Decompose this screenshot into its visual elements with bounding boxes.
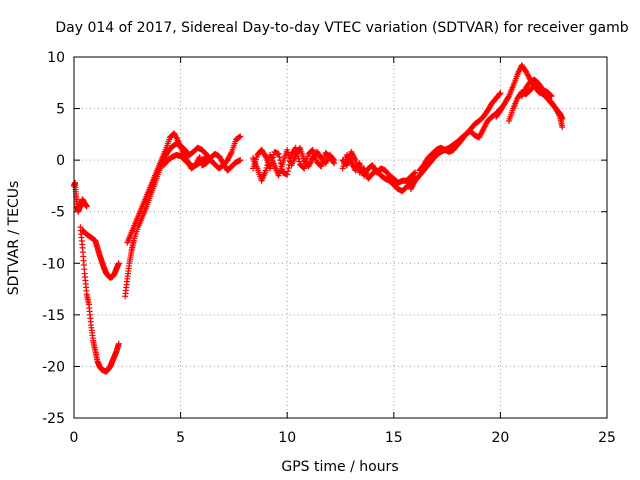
data-point (267, 165, 274, 172)
data-point (277, 157, 284, 164)
data-point (496, 90, 503, 97)
data-point (276, 154, 283, 161)
data-point (269, 157, 276, 164)
data-point (267, 162, 274, 169)
data-point (412, 169, 419, 176)
y-tick-label: 10 (47, 50, 65, 66)
data-point (237, 133, 244, 140)
data-point (330, 159, 337, 166)
data-point (284, 168, 291, 175)
data-point (279, 166, 286, 173)
data-point (287, 158, 294, 165)
data-point (269, 154, 276, 161)
data-point (294, 153, 301, 160)
y-tick-label: 5 (56, 102, 65, 118)
data-point (275, 150, 282, 157)
y-tick-label: 0 (56, 153, 65, 169)
y-tick-label: -25 (42, 411, 65, 427)
data-point (293, 147, 300, 154)
data-point (268, 159, 275, 166)
data-point (296, 158, 303, 165)
data-points (71, 62, 566, 375)
grid-lines (74, 57, 607, 418)
data-point (277, 160, 284, 167)
x-tick-label: 5 (176, 430, 185, 446)
y-axis-label: SDTVAR / TECUs (6, 181, 22, 296)
y-tick-label: -20 (42, 359, 65, 375)
y-tick-label: -15 (42, 308, 65, 324)
x-tick-label: 15 (385, 430, 403, 446)
x-tick-label: 20 (491, 430, 509, 446)
x-tick-label: 10 (278, 430, 296, 446)
data-point (287, 155, 294, 162)
data-point (351, 155, 358, 162)
plot-frame (73, 56, 608, 419)
data-point (331, 160, 338, 167)
data-point (286, 161, 293, 168)
data-point (237, 157, 244, 164)
data-point (547, 92, 554, 99)
data-point (284, 171, 291, 178)
x-tick-labels: 0 5 10 15 20 25 (70, 430, 616, 446)
data-point (115, 260, 122, 267)
y-tick-label: -5 (51, 205, 65, 221)
data-point (559, 124, 566, 131)
data-point (115, 340, 122, 347)
data-point (294, 150, 301, 157)
data-point (228, 150, 235, 157)
data-point (497, 90, 504, 97)
data-point (285, 165, 292, 172)
data-point (295, 155, 302, 162)
x-tick-label: 25 (598, 430, 616, 446)
data-point (83, 203, 90, 210)
x-tick-label: 0 (70, 430, 79, 446)
data-point (262, 152, 269, 159)
y-tick-labels: 10 5 0 -5 -10 -15 -20 -25 (42, 50, 65, 427)
data-point (292, 144, 299, 151)
y-tick-label: -10 (42, 256, 65, 272)
data-point (174, 137, 181, 144)
chart-title: Day 014 of 2017, Sidereal Day-to-day VTE… (55, 20, 628, 36)
data-point (559, 115, 566, 122)
data-point (548, 93, 555, 100)
x-axis-label: GPS time / hours (281, 459, 398, 475)
data-point (196, 154, 203, 161)
data-point (411, 170, 418, 177)
data-point (278, 163, 285, 170)
